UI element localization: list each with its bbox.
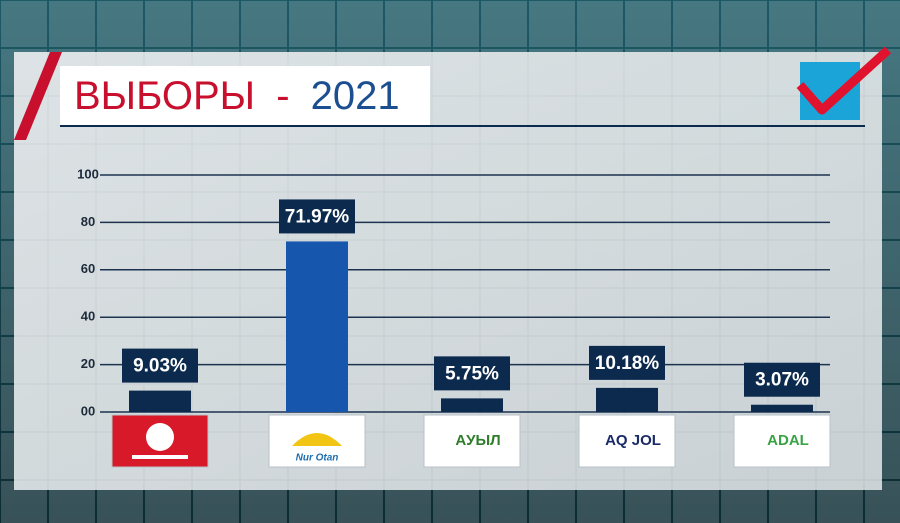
logo-emblem [292,433,342,446]
value-label: 3.07% [755,370,809,391]
y-tick-label: 20 [81,356,95,371]
party-logo [423,414,521,468]
value-label: 9.03% [133,356,187,377]
value-label-box [744,362,820,397]
title-part: - [276,74,289,118]
check-mark [796,46,892,115]
bar [441,398,503,412]
value-label-box [589,345,665,380]
chart-title: ВЫБОРЫ - 2021 [74,74,400,118]
x-tick-label: ADAL [767,432,809,449]
y-tick-label: 100 [77,166,99,181]
y-tick-label: 80 [81,214,95,229]
title-part: 2021 [311,74,400,118]
x-tick-label: AQ JOL [605,432,661,449]
party-logo [578,414,676,468]
x-tick-label: AУЫЛ [455,432,500,449]
value-label-box [279,199,355,234]
value-label: 10.18% [595,353,660,374]
logo-emblem [146,423,174,451]
y-tick-label: 00 [81,403,95,418]
value-label: 71.97% [285,206,350,227]
plot: 00 20 40 60 80 100 9.03% 71.97% Nur Otan 5.75% AУЫ… [77,166,831,468]
bar [751,404,813,412]
value-label-box [122,348,198,383]
bar [286,241,348,412]
y-tick-label: 60 [81,261,95,276]
bar [129,390,191,412]
red-stripe [14,52,62,140]
x-tick-label: Nur Otan [296,453,339,464]
party-logo [733,414,831,468]
title-part: ВЫБОРЫ [74,74,255,118]
value-label-box [434,356,510,391]
value-label: 5.75% [445,363,499,384]
bar [596,387,658,412]
y-tick-label: 40 [81,309,95,324]
logo-caption [132,455,188,459]
title-banner [60,66,430,126]
